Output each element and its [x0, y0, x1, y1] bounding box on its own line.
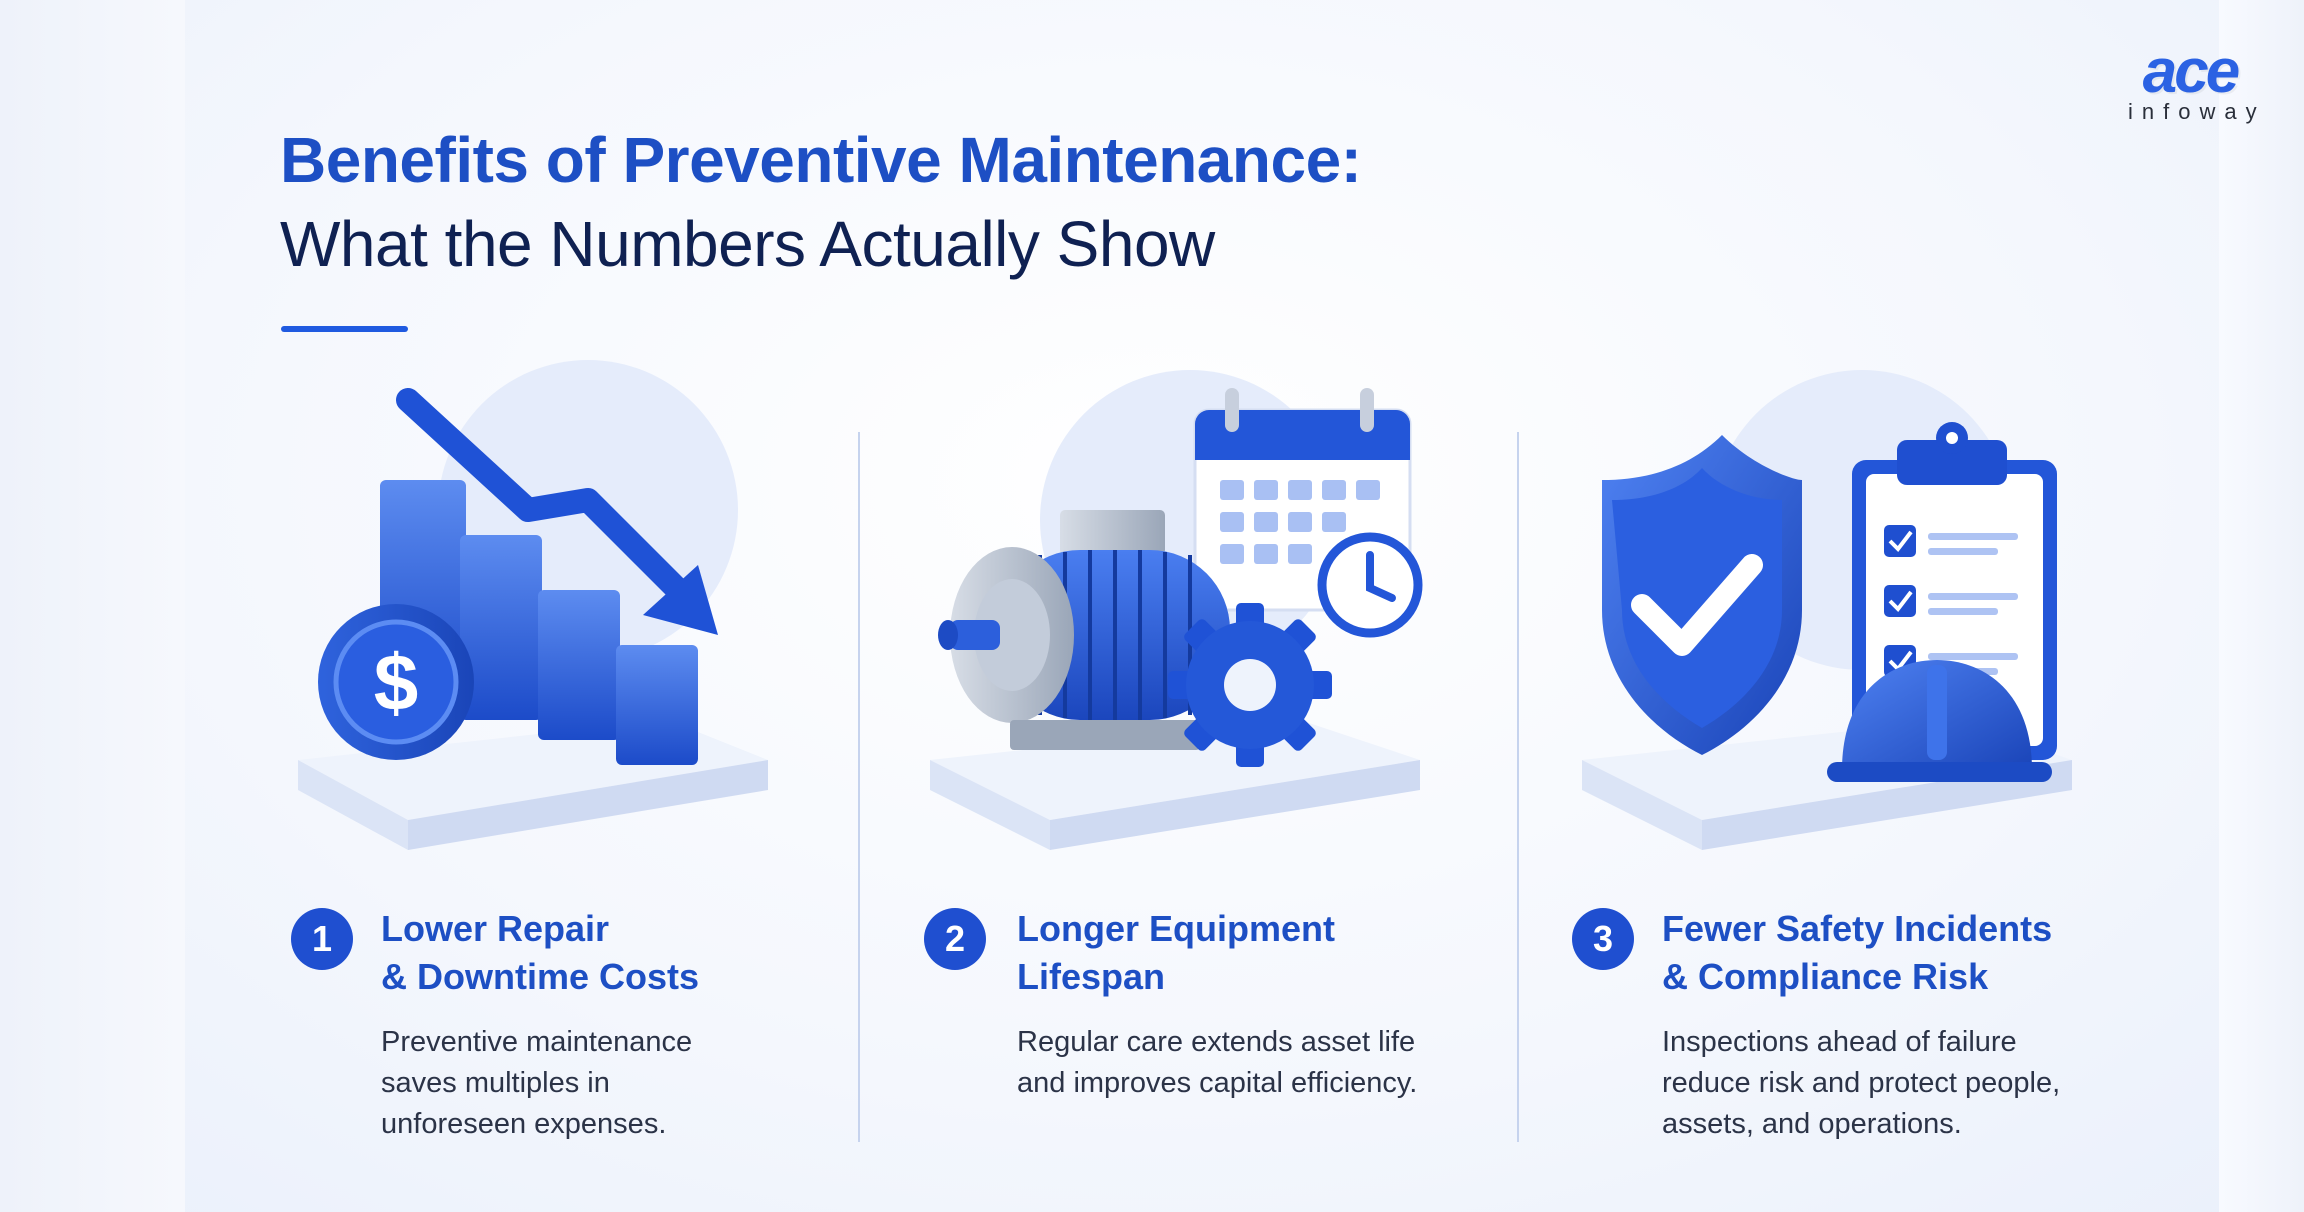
- card-description-line: unforeseen expenses.: [381, 1108, 667, 1140]
- card-description-line: Preventive maintenance: [381, 1026, 693, 1058]
- card-title: Longer Equipment Lifespan: [1017, 905, 1577, 1001]
- card-description-line: saves multiples in: [381, 1067, 610, 1099]
- column-divider: [1517, 432, 1519, 1142]
- equipment-lifespan-illustration: [920, 350, 1480, 910]
- left-frame-panel: [0, 0, 185, 1212]
- title-line-1: Benefits of Preventive Maintenance:: [280, 124, 1362, 196]
- card-title-line: Longer Equipment: [1017, 908, 1335, 949]
- card-description: Regular care extends asset life and impr…: [1017, 1022, 1537, 1104]
- safety-compliance-illustration: [1572, 350, 2132, 910]
- logo-wordmark: ace: [2142, 37, 2240, 106]
- card-description-line: assets, and operations.: [1662, 1108, 1962, 1140]
- title-underline: [281, 326, 408, 332]
- right-frame-panel: [2219, 0, 2304, 1212]
- card-title-line: Lower Repair: [381, 908, 610, 949]
- card-title: Fewer Safety Incidents & Compliance Risk: [1662, 905, 2222, 1001]
- card-title-line: & Compliance Risk: [1662, 956, 1989, 997]
- shield-checklist-hardhat-icon: [1582, 370, 2072, 850]
- step-number-badge: 3: [1572, 908, 1634, 970]
- card-description: Preventive maintenance saves multiples i…: [381, 1022, 901, 1145]
- cost-reduction-illustration: $: [288, 350, 848, 910]
- card-description-line: and improves capital efficiency.: [1017, 1067, 1418, 1099]
- card-title-line: & Downtime Costs: [381, 956, 700, 997]
- motor-gear-calendar-icon: [930, 370, 1423, 850]
- column-divider: [858, 432, 860, 1142]
- page-title: Benefits of Preventive Maintenance: What…: [280, 118, 1362, 286]
- svg-text:$: $: [374, 638, 419, 727]
- logo-subtext: infoway: [2128, 99, 2266, 124]
- title-line-2: What the Numbers Actually Show: [280, 208, 1215, 280]
- card-description-line: reduce risk and protect people,: [1662, 1067, 2061, 1099]
- step-number-badge: 1: [291, 908, 353, 970]
- card-title-line: Fewer Safety Incidents: [1662, 908, 2053, 949]
- ace-infoway-logo: ace infoway: [2120, 37, 2266, 124]
- card-title-line: Lifespan: [1017, 956, 1166, 997]
- card-title: Lower Repair & Downtime Costs: [381, 905, 941, 1001]
- step-number-badge: 2: [924, 908, 986, 970]
- card-description-line: Regular care extends asset life: [1017, 1026, 1416, 1058]
- chart-down-coin-icon: $: [298, 360, 768, 850]
- card-description: Inspections ahead of failure reduce risk…: [1662, 1022, 2182, 1145]
- card-description-line: Inspections ahead of failure: [1662, 1026, 2017, 1058]
